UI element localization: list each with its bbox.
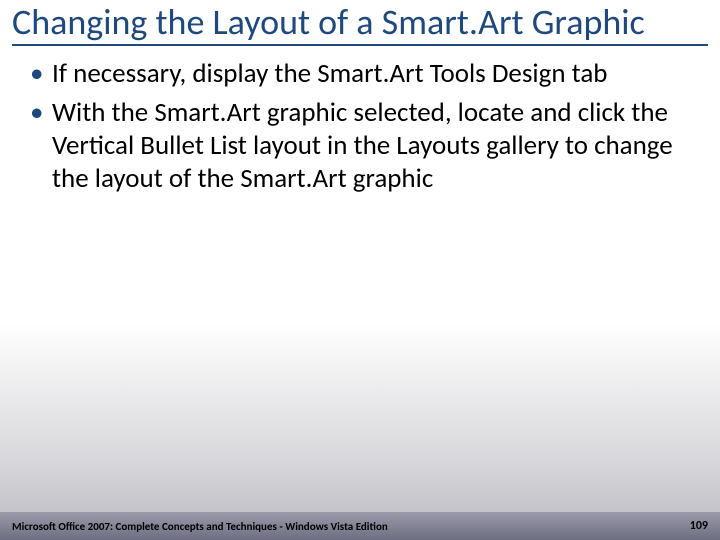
footer-page-number: 109: [690, 519, 708, 533]
bullet-list: If necessary, display the Smart.Art Tool…: [28, 58, 692, 196]
footer-source-text: Microsoft Office 2007: Complete Concepts…: [12, 520, 388, 533]
title-area: Changing the Layout of a Smart.Art Graph…: [0, 0, 720, 42]
list-item: If necessary, display the Smart.Art Tool…: [28, 58, 692, 91]
content-area: If necessary, display the Smart.Art Tool…: [0, 46, 720, 196]
footer: Microsoft Office 2007: Complete Concepts…: [0, 512, 720, 540]
list-item: With the Smart.Art graphic selected, loc…: [28, 97, 692, 196]
slide-title: Changing the Layout of a Smart.Art Graph…: [12, 2, 708, 42]
